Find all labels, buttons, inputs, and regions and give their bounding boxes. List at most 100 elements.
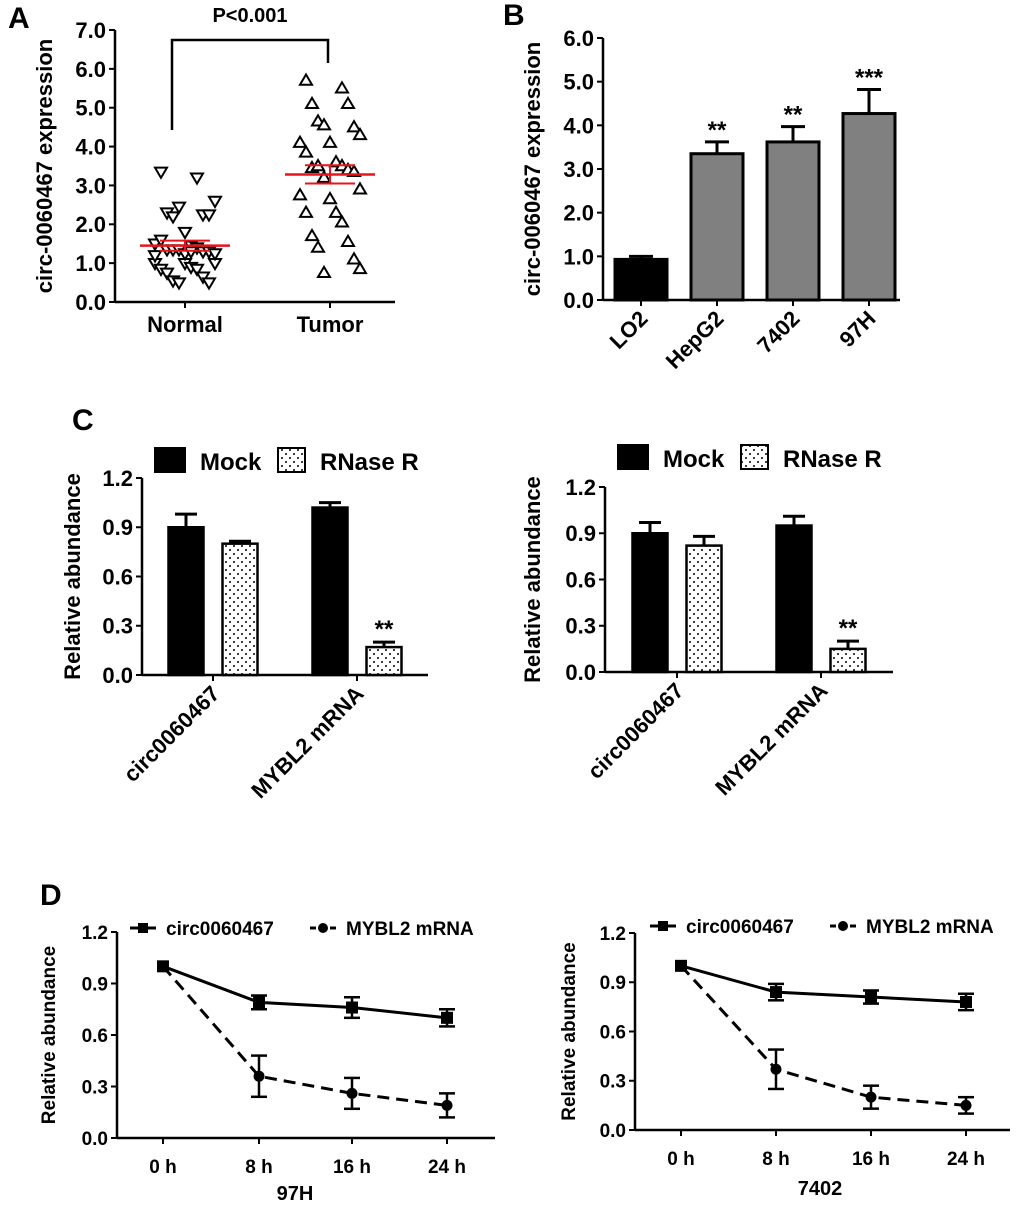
significance-label: ** (375, 616, 394, 643)
data-point (346, 119, 362, 133)
data-point (159, 267, 175, 281)
chart-panel-4: 0.0 0.3 0.6 0.9 1.2 Relative abundance circ006… (520, 444, 893, 800)
y-tick-label: 0.6 (565, 567, 596, 592)
data-point (334, 80, 350, 94)
x-tick-label: 0 h (149, 1157, 176, 1178)
bar (685, 544, 723, 674)
data-point (157, 960, 169, 972)
data-point (304, 227, 320, 242)
data-point (207, 195, 223, 209)
legend-marker (138, 923, 148, 933)
significance-label: ** (708, 117, 727, 144)
y-tick-label: 6.0 (75, 57, 106, 82)
series-line (680, 964, 967, 1004)
data-point (153, 166, 169, 180)
data-point (960, 995, 972, 1008)
y-tick-label: 0.3 (565, 614, 596, 639)
bar (365, 645, 403, 677)
y-tick-label: 0.9 (565, 521, 596, 546)
data-point (770, 986, 782, 999)
panel-label: B (503, 0, 525, 32)
x-tick-label: LO2 (605, 306, 653, 354)
legend-label: circ0060467 (166, 919, 274, 940)
data-point (292, 187, 308, 201)
bar (221, 542, 259, 677)
x-axis-title: 7402 (798, 1178, 843, 1200)
chart-panel-5: D 0.0 0.3 0.6 0.9 1.2 Relative abundance 97H 0 h… (39, 879, 495, 1205)
y-tick-label: 2.0 (75, 212, 106, 237)
legend-label: Mock (200, 449, 262, 476)
data-point (340, 95, 356, 110)
y-tick-label: 5.0 (75, 96, 106, 121)
y-tick-label: 1.0 (563, 244, 594, 269)
y-tick-label: 0.3 (82, 1077, 108, 1098)
data-point (165, 211, 181, 225)
data-point (304, 95, 320, 110)
y-tick-label: 1.2 (600, 924, 626, 945)
data-point (253, 1070, 265, 1082)
y-axis-title: Relative abundance (520, 476, 545, 683)
series-line (162, 964, 448, 1020)
chart-panel-3: C 0.0 0.3 0.6 0.9 1.2 Relative abundance circ00… (60, 404, 428, 803)
bar (775, 524, 813, 674)
data-point (865, 991, 877, 1004)
y-tick-label: 0.0 (102, 663, 133, 688)
significance-label: *** (855, 65, 884, 92)
x-tick-label: 8 h (245, 1157, 272, 1178)
x-tick-label: Tumor (297, 312, 364, 337)
y-tick-label: 4.0 (563, 113, 594, 138)
data-point (770, 1063, 782, 1075)
significance-label: ** (839, 615, 858, 642)
data-point (171, 277, 187, 291)
legend-marker (838, 921, 848, 931)
legend-label: MYBL2 mRNA (346, 919, 474, 940)
legend-swatch (617, 444, 649, 470)
panel-label: D (40, 879, 62, 912)
x-tick-label: 97H (834, 306, 880, 352)
x-tick-label: 24 h (428, 1157, 466, 1178)
legend-swatch (277, 447, 306, 473)
legend-label: Mock (663, 446, 725, 473)
data-point (189, 263, 205, 277)
legend-swatch (740, 444, 769, 470)
bar (311, 506, 349, 677)
data-point (346, 251, 362, 265)
data-point (316, 169, 332, 183)
data-point (298, 204, 314, 218)
x-tick-label: 24 h (947, 1149, 985, 1170)
y-tick-label: 0.0 (600, 1121, 626, 1142)
data-point (328, 204, 344, 218)
x-tick-label: 0 h (667, 1149, 694, 1170)
chart-panel-2: B 0.0 1.0 2.0 3.0 4.0 5.0 6.0 circ-0060467 expre… (503, 0, 900, 374)
y-tick-label: 0.0 (75, 290, 106, 315)
y-tick-label: 0.6 (600, 1022, 626, 1043)
y-axis-title: circ-0060467 expression (32, 39, 57, 293)
data-point (441, 1099, 453, 1111)
y-tick-label: 6.0 (563, 26, 594, 51)
y-axis-title: Relative abundance (39, 946, 60, 1124)
y-tick-label: 4.0 (75, 134, 106, 159)
data-point (316, 117, 332, 131)
bar (167, 526, 205, 677)
data-point (171, 201, 187, 215)
data-point (322, 191, 338, 205)
y-axis-title: Relative abundance (559, 942, 580, 1120)
x-tick-label: Normal (147, 312, 223, 337)
y-axis-title: circ-0060467 expression (520, 42, 545, 296)
legend-marker (658, 921, 668, 931)
bar (631, 532, 669, 674)
x-axis-title: 97H (277, 1183, 314, 1205)
x-tick-label: 8 h (762, 1149, 789, 1170)
x-tick-label: 7402 (752, 306, 804, 358)
y-tick-label: 0.3 (600, 1072, 626, 1093)
bar (841, 112, 897, 302)
y-tick-label: 1.2 (102, 466, 133, 491)
y-tick-label: 0.0 (565, 660, 596, 685)
y-tick-label: 7.0 (75, 18, 106, 43)
data-point (352, 260, 368, 275)
significance-label: ** (784, 102, 803, 129)
y-tick-label: 0.0 (563, 288, 594, 313)
chart-panel-6: 0.0 0.3 0.6 0.9 1.2 Relative abundance 7402 0 h… (559, 917, 1010, 1200)
data-point (960, 1099, 972, 1111)
